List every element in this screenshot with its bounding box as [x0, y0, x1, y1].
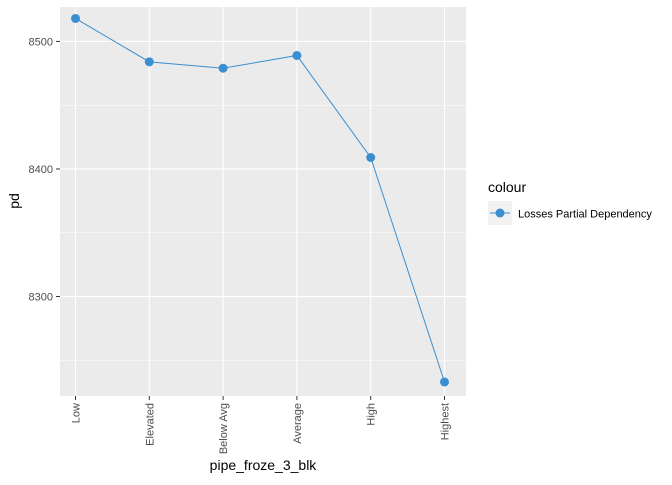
x-tick-label: Below Avg — [218, 403, 230, 454]
data-point — [440, 377, 449, 387]
x-axis-ticks: Low Elevated Below Avg Average High Highest — [71, 396, 452, 454]
y-axis-title: pd — [6, 193, 22, 209]
data-point — [71, 13, 80, 23]
legend-key-point — [495, 208, 505, 218]
y-tick-label: 8300 — [29, 292, 53, 304]
data-point — [218, 63, 228, 73]
legend-title: colour — [488, 179, 526, 195]
y-tick-label: 8400 — [29, 164, 53, 176]
legend-label: Losses Partial Dependency — [518, 209, 652, 221]
data-point — [292, 50, 302, 60]
x-tick-label: Average — [292, 403, 304, 444]
series-layer — [71, 13, 449, 387]
data-point — [366, 152, 376, 162]
data-point — [144, 57, 154, 67]
x-tick-label: High — [366, 403, 378, 426]
legend: colour Losses Partial Dependency — [488, 179, 652, 225]
x-tick-label: Elevated — [144, 403, 156, 446]
minor-gridlines-y — [60, 104, 466, 361]
y-axis-ticks: 8300 8400 8500 — [29, 36, 60, 304]
major-gridlines-x — [74, 7, 446, 396]
series-line — [75, 18, 445, 383]
major-gridlines-y — [60, 40, 466, 298]
x-tick-label: Highest — [440, 403, 452, 440]
x-tick-label: Low — [71, 403, 83, 423]
y-tick-label: 8500 — [29, 36, 53, 48]
x-axis-title: pipe_froze_3_blk — [210, 457, 318, 473]
plot-panel — [60, 7, 466, 396]
